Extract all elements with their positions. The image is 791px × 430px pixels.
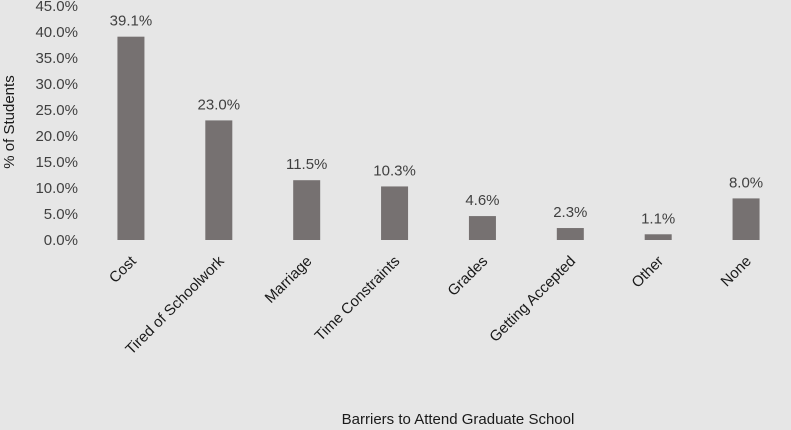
bar (293, 180, 321, 240)
category-label: None (718, 253, 755, 290)
y-tick-label: 10.0% (35, 180, 78, 197)
y-tick-label: 25.0% (35, 102, 78, 119)
category-label: Cost (106, 252, 140, 286)
category-label: Marriage (262, 253, 316, 307)
y-tick-label: 5.0% (44, 206, 78, 223)
bar (644, 234, 672, 240)
bar (117, 36, 145, 241)
data-label: 10.3% (373, 162, 416, 179)
x-axis-title: Barriers to Attend Graduate School (342, 411, 575, 428)
bars (117, 36, 760, 241)
data-label: 8.0% (729, 174, 763, 191)
category-label: Getting Accepted (486, 253, 579, 346)
data-label: 2.3% (553, 204, 587, 221)
data-labels: 39.1% 23.0% 11.5% 10.3% 4.6% 2.3% 1.1% 8.0% (110, 13, 764, 228)
y-tick-label: 45.0% (35, 0, 78, 15)
y-axis-title: % of Students (1, 75, 18, 168)
category-label: Other (628, 253, 667, 292)
y-tick-label: 35.0% (35, 50, 78, 67)
bar (468, 216, 496, 240)
bar (381, 186, 409, 240)
y-axis-ticks: 0.0% 5.0% 10.0% 15.0% 20.0% 25.0% 30.0% 35.0% 40… (35, 0, 78, 249)
data-label: 1.1% (641, 210, 675, 227)
y-tick-label: 15.0% (35, 154, 78, 171)
data-label: 11.5% (286, 156, 327, 173)
data-label: 4.6% (465, 192, 499, 209)
category-label: Tired of Schoolwork (122, 252, 228, 358)
data-label: 39.1% (110, 13, 153, 30)
y-tick-label: 30.0% (35, 76, 78, 93)
category-label: Time Constraints (312, 253, 404, 345)
y-tick-label: 20.0% (35, 128, 78, 145)
category-label: Grades (444, 253, 491, 300)
data-label: 23.0% (198, 96, 241, 113)
bar (205, 120, 233, 240)
y-tick-label: 40.0% (35, 24, 78, 41)
y-tick-label: 0.0% (44, 232, 78, 249)
bar (732, 198, 760, 240)
bar (556, 228, 584, 240)
